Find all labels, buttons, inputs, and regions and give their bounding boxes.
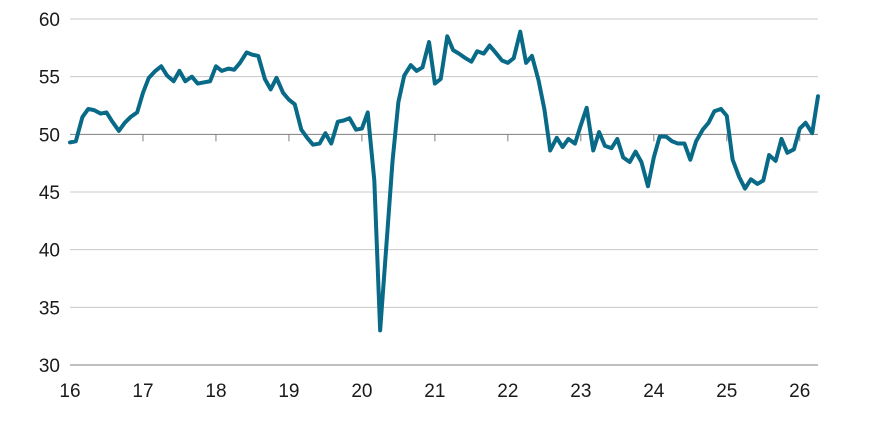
y-tick-label: 30 — [39, 356, 60, 377]
y-tick-label: 50 — [39, 125, 60, 146]
x-tick-label: 21 — [424, 381, 445, 402]
y-tick-label: 35 — [39, 298, 60, 319]
x-tick-label: 19 — [278, 381, 299, 402]
x-tick-label: 22 — [497, 381, 518, 402]
x-tick-label: 16 — [59, 381, 80, 402]
x-tick-label: 23 — [570, 381, 591, 402]
y-axis: 30 35 40 45 50 55 60 — [39, 10, 60, 377]
x-tick-label: 17 — [132, 381, 153, 402]
grid-layer — [70, 18, 818, 366]
y-tick-label: 45 — [39, 183, 60, 204]
series-layer — [68, 29, 820, 333]
y-tick-label: 40 — [39, 241, 60, 262]
x-tick-label: 25 — [716, 381, 737, 402]
y-tick-label: 55 — [39, 68, 60, 89]
x-axis: 16 17 18 19 20 21 22 23 24 25 26 — [59, 134, 810, 402]
y-tick-label: 60 — [39, 10, 60, 31]
series-line-0 — [68, 29, 820, 333]
x-tick-label: 26 — [789, 381, 810, 402]
x-tick-label: 24 — [643, 381, 665, 402]
x-tick-label: 18 — [205, 381, 226, 402]
x-tick-label: 20 — [351, 381, 372, 402]
